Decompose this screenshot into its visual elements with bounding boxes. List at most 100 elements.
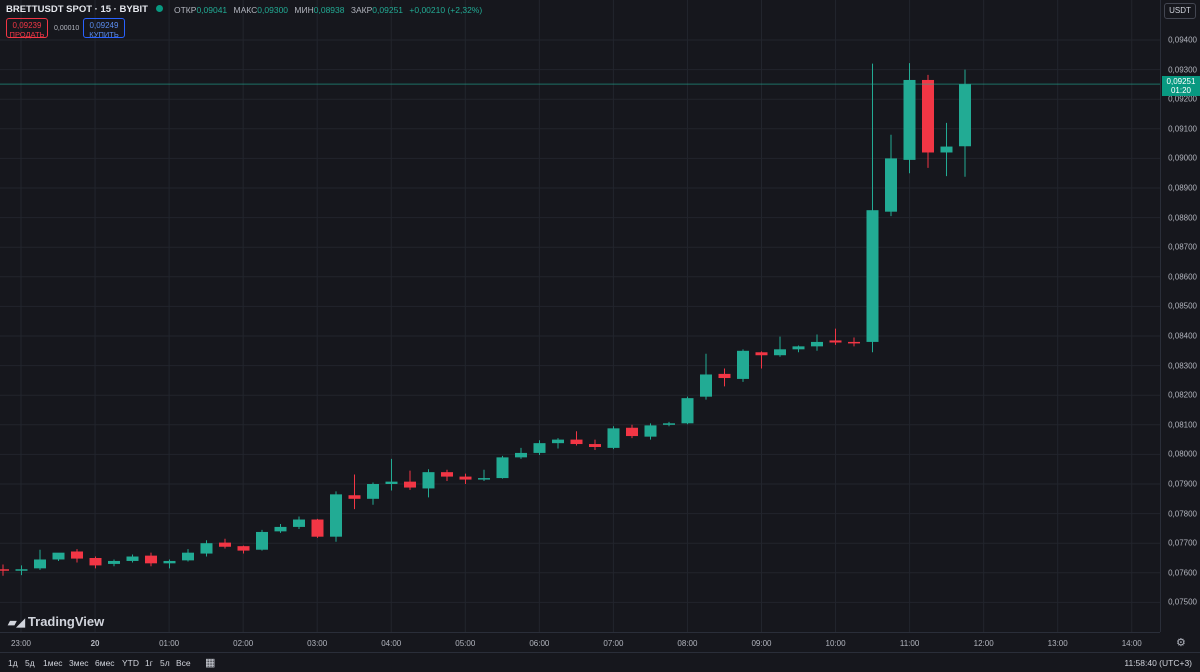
ohlc-close-label: ЗАКР <box>350 5 373 15</box>
time-tick-label: 07:00 <box>603 639 624 648</box>
ohlc-open-value: 0,09041 <box>196 5 228 15</box>
candle <box>755 351 768 369</box>
symbol-title[interactable]: BRETTUSDT SPOT · 15 · BYBIT <box>6 4 148 15</box>
candle <box>866 63 879 353</box>
candle <box>256 529 268 551</box>
candle <box>0 564 9 576</box>
candle-body <box>903 79 916 160</box>
chart-plot-area[interactable] <box>0 0 1160 632</box>
tradingview-logo-icon: ▰◢ <box>8 617 25 629</box>
range-1m-button[interactable]: 1мес <box>43 658 63 668</box>
buy-price: 0,09249 <box>89 21 119 30</box>
range-5d-button[interactable]: 5д <box>25 658 35 668</box>
candle <box>367 482 379 505</box>
candle-body <box>959 84 971 147</box>
candle <box>848 337 860 347</box>
current-price-value: 0,09251 <box>1166 77 1196 87</box>
candle <box>385 458 398 491</box>
time-tick-label: 12:00 <box>973 639 994 648</box>
candle <box>663 421 675 427</box>
candle <box>496 455 509 479</box>
range-all-button[interactable]: Все <box>176 658 191 668</box>
candle <box>940 122 953 177</box>
price-tick-label: 0,07900 <box>1168 479 1197 489</box>
candle-body <box>478 478 490 480</box>
candle-body <box>367 484 379 499</box>
range-ytd-button[interactable]: YTD <box>122 658 139 668</box>
time-tick-label: 03:00 <box>307 639 328 648</box>
candle <box>108 559 120 567</box>
candle-body <box>163 560 176 564</box>
candle-body <box>922 79 934 153</box>
candle-body <box>607 428 620 448</box>
price-axis[interactable]: 0,09400 0,09300 0,09200 0,09100 0,09000 0,089… <box>1160 0 1200 632</box>
candle-body <box>441 472 453 477</box>
time-tick-label: 02:00 <box>233 639 254 648</box>
calendar-icon[interactable]: ▦ <box>205 657 216 669</box>
range-6m-button[interactable]: 6мес <box>95 658 115 668</box>
candle-body <box>256 531 268 550</box>
sell-button[interactable]: 0,09239 ПРОДАТЬ <box>6 18 48 39</box>
candle-body <box>459 476 472 480</box>
candle-body <box>385 481 398 484</box>
candle <box>163 559 176 569</box>
time-tick-label: 13:00 <box>1047 639 1068 648</box>
candle-body <box>552 439 564 444</box>
price-tick-label: 0,08500 <box>1168 301 1197 311</box>
candle-body <box>515 452 527 458</box>
buy-button[interactable]: 0,09249 КУПИТЬ <box>83 18 125 39</box>
price-tick-label: 0,08800 <box>1168 213 1197 223</box>
bar-countdown: 01:20 <box>1170 86 1192 96</box>
candle <box>34 549 46 570</box>
time-tick-label: 06:00 <box>529 639 550 648</box>
price-tick-label: 0,09300 <box>1168 65 1197 75</box>
candlestick-chart[interactable] <box>0 0 1160 632</box>
range-3m-button[interactable]: 3мес <box>69 658 89 668</box>
candle-body <box>718 373 731 379</box>
timezone-clock[interactable]: 11:58:40 (UTC+3) <box>1124 658 1192 668</box>
range-1y-button[interactable]: 1г <box>145 658 153 668</box>
candle-body <box>737 350 749 379</box>
candle <box>792 345 805 353</box>
candle <box>885 134 897 217</box>
ohlc-high-label: МАКС <box>233 5 258 15</box>
candle <box>459 473 472 484</box>
candle-body <box>570 439 583 445</box>
candle-body <box>274 526 287 532</box>
candle-body <box>589 444 601 447</box>
candle <box>515 447 527 459</box>
candle-body <box>774 349 786 356</box>
price-tick-label: 0,08400 <box>1168 331 1197 341</box>
candle-body <box>755 352 768 356</box>
candle-body <box>885 158 897 212</box>
candle-body <box>496 457 509 479</box>
candle <box>570 431 583 446</box>
sell-label: ПРОДАТЬ <box>9 30 45 39</box>
candle-body <box>89 558 102 566</box>
candle <box>533 440 546 455</box>
time-tick-label: 11:00 <box>899 639 920 648</box>
candle-body <box>533 443 546 453</box>
candle-body <box>34 559 46 569</box>
currency-button[interactable]: USDT <box>1164 3 1196 19</box>
time-tick-label: 14:00 <box>1121 639 1142 648</box>
candle-body <box>811 341 823 347</box>
candle <box>182 549 194 562</box>
range-1d-button[interactable]: 1д <box>8 658 18 668</box>
candle-body <box>126 556 139 561</box>
candle <box>607 426 620 450</box>
candle-body <box>940 146 953 153</box>
time-axis[interactable]: 23:00 20 01:00 02:00 03:00 04:00 05:00 06:00 07:… <box>0 632 1160 653</box>
candle <box>589 439 601 450</box>
gear-icon[interactable]: ⚙ <box>1176 637 1186 649</box>
candle <box>219 538 231 549</box>
candle <box>89 556 102 569</box>
candle <box>274 523 287 533</box>
candle-body <box>237 546 250 551</box>
spread-value: 0,00010 <box>54 25 80 32</box>
price-tick-label: 0,08300 <box>1168 361 1197 371</box>
candle <box>478 469 490 482</box>
candle-body <box>311 519 324 537</box>
ohlc-readout: ОТКР0,09041 МАКС0,09300 МИН0,08938 ЗАКР0… <box>174 5 486 15</box>
range-5y-button[interactable]: 5л <box>160 658 170 668</box>
